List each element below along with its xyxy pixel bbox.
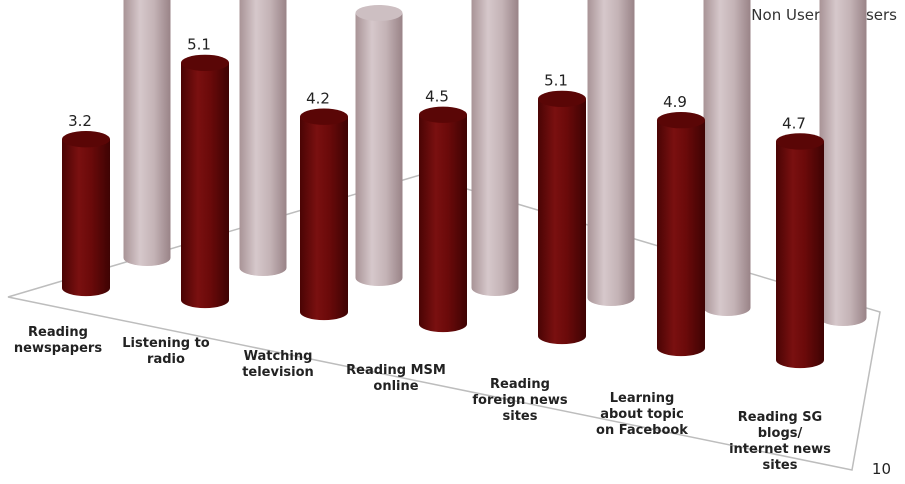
users-bar-5 [587,0,635,306]
non-users-bar-6 [657,111,705,357]
non-users-bar-5-value-label: 5.1 [544,72,568,90]
category-label-5: Reading foreign news sites [472,377,567,424]
non-users-bar-7 [776,133,824,369]
non-users-bar-5 [538,90,586,345]
non-users-bar-7-value-label: 4.7 [782,114,806,132]
non-users-bar-3-value-label: 4.2 [306,90,330,108]
users-bar-4 [471,0,519,296]
users-bar-3-value-label: 5.7 [361,0,385,4]
users-bar-3 [355,4,403,286]
non-users-bar-3 [300,108,348,321]
category-label-2: Listening to radio [122,336,210,367]
category-label-4: Reading MSM online [346,363,446,394]
users-bar-7 [819,0,867,326]
non-users-bar-1-value-label: 3.2 [68,112,92,130]
users-bar-1 [123,0,171,266]
legend-label-non-users: Non Users [751,6,828,24]
category-label-1: Reading newspapers [14,325,102,356]
users-bar-6 [703,0,751,316]
non-users-bar-4-value-label: 4.5 [425,88,449,106]
non-users-bar-6-value-label: 4.9 [663,93,687,111]
category-label-6: Learning about topic on Facebook [596,391,688,438]
category-label-7: Reading SG blogs/internet news sites [729,410,831,473]
non-users-bar-4 [419,106,467,333]
page-number: 10 [871,460,891,478]
non-users-bar-1 [62,131,110,297]
category-label-3: Watching television [242,349,314,380]
non-users-bar-2-value-label: 5.1 [187,36,211,54]
users-bar-2 [239,0,287,276]
non-users-bar-2 [181,54,229,309]
